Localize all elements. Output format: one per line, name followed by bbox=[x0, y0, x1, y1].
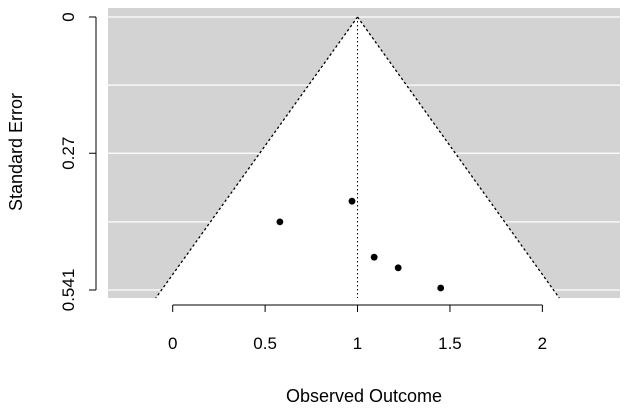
x-tick-label: 0.5 bbox=[253, 334, 277, 353]
x-tick-label: 0 bbox=[168, 334, 177, 353]
data-point bbox=[348, 197, 356, 205]
data-point bbox=[394, 264, 402, 272]
y-axis-title: Standard Error bbox=[6, 93, 26, 211]
y-tick-label: 0 bbox=[59, 12, 78, 21]
y-tick-label: 0.27 bbox=[59, 137, 78, 170]
y-tick-label: 0.541 bbox=[59, 269, 78, 312]
x-tick-label: 2 bbox=[538, 334, 547, 353]
data-point bbox=[276, 218, 284, 226]
x-tick-label: 1 bbox=[353, 334, 362, 353]
x-tick-label: 1.5 bbox=[438, 334, 462, 353]
data-point bbox=[370, 253, 378, 261]
data-point bbox=[437, 284, 445, 292]
plot-area bbox=[108, 8, 620, 299]
x-axis-title: Observed Outcome bbox=[286, 386, 442, 406]
axes: 0 0.5 1 1.5 2 0 0.27 0.541 bbox=[59, 12, 547, 353]
